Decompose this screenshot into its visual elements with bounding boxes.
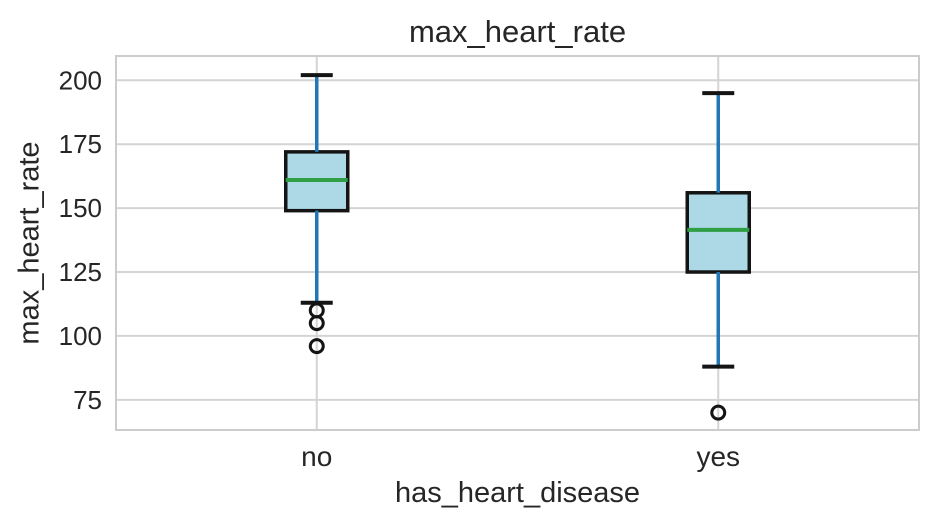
y-tick-label: 75 bbox=[73, 385, 102, 415]
y-tick-label: 150 bbox=[59, 193, 102, 223]
plot-border bbox=[115, 55, 920, 431]
y-tick-label: 200 bbox=[59, 65, 102, 95]
x-tick-label: no bbox=[301, 441, 332, 472]
y-tick-label: 175 bbox=[59, 129, 102, 159]
y-tick-label: 125 bbox=[59, 257, 102, 287]
outlier-point bbox=[308, 338, 325, 355]
x-tick-label: yes bbox=[696, 441, 740, 472]
chart-title: max_heart_rate bbox=[408, 14, 627, 49]
box-group-no bbox=[284, 73, 350, 355]
y-tick-label: 100 bbox=[59, 321, 102, 351]
x-axis-label: has_heart_disease bbox=[394, 477, 641, 509]
iqr-box bbox=[685, 191, 751, 274]
outlier-point bbox=[710, 404, 727, 421]
box-group-yes bbox=[685, 91, 751, 421]
outlier-point bbox=[308, 315, 325, 332]
y-axis-label: max_heart_rate bbox=[13, 141, 46, 345]
